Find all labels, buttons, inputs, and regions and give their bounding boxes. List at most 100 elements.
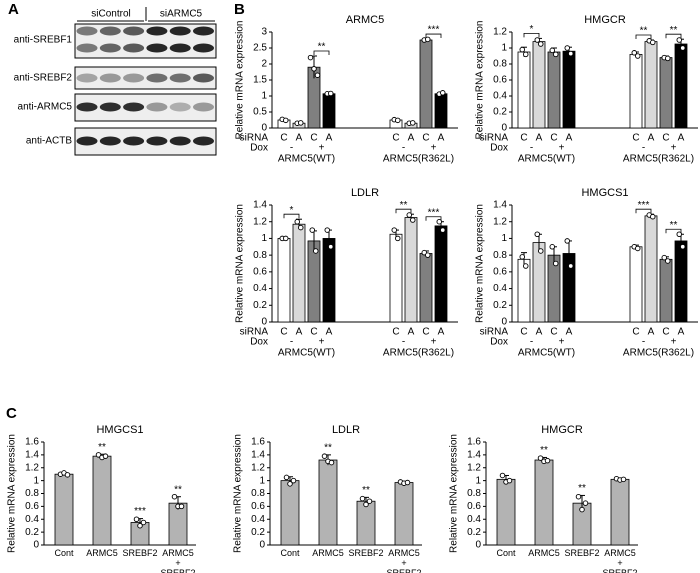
- bar: [394, 482, 414, 546]
- y-axis-label: Relative mRNA expression: [7, 434, 18, 553]
- x-tick-label: C: [310, 327, 317, 338]
- y-tick-label: 0.8: [493, 250, 507, 261]
- data-point: [404, 479, 411, 486]
- data-point: [314, 72, 321, 78]
- x-tick-label: SREBF2: [564, 548, 600, 558]
- data-point: [568, 50, 574, 57]
- significance-bracket: [635, 34, 652, 39]
- y-tick-label: 0.5: [253, 107, 267, 118]
- x-tick-label: C: [632, 327, 639, 338]
- blot-band: [123, 136, 145, 146]
- data-point: [553, 51, 559, 58]
- significance-label: **: [400, 200, 408, 211]
- blot-band: [123, 73, 145, 83]
- dox-label: +: [671, 337, 677, 348]
- data-point: [523, 263, 529, 269]
- blot-band: [99, 136, 121, 146]
- x-tick-label: C: [662, 133, 669, 144]
- data-point: [665, 258, 671, 264]
- significance-label: **: [670, 25, 678, 36]
- y-tick-label: 0: [259, 540, 265, 551]
- bar: [644, 41, 658, 129]
- y-tick-label: 0: [501, 123, 507, 134]
- blot-band: [76, 102, 98, 112]
- data-point: [290, 477, 297, 484]
- data-point: [650, 39, 656, 46]
- data-point: [676, 231, 683, 237]
- row-label: Dox: [250, 337, 268, 348]
- blot-band: [99, 26, 121, 36]
- data-point: [298, 120, 304, 126]
- blot-row-label: anti-ACTB: [26, 136, 72, 147]
- blot-band: [123, 102, 145, 112]
- blot-band: [193, 73, 214, 83]
- y-axis-label: Relative mRNA expression: [449, 434, 460, 553]
- y-tick-label: 0.2: [493, 300, 507, 311]
- y-tick-label: 0: [261, 123, 267, 134]
- y-tick-label: 0.2: [493, 107, 507, 118]
- chart-title: ARMC5: [346, 14, 385, 26]
- data-point: [549, 47, 556, 54]
- data-point: [363, 501, 369, 508]
- blot-band: [193, 26, 214, 36]
- blot-band: [76, 73, 98, 83]
- y-tick-label: 1.2: [467, 462, 481, 473]
- dox-label: +: [559, 337, 565, 348]
- data-point: [506, 477, 513, 484]
- x-tick-label: A: [536, 133, 543, 144]
- data-point: [321, 453, 328, 459]
- significance-label: **: [98, 442, 106, 453]
- y-tick-label: 0.8: [467, 488, 481, 499]
- blot-band: [169, 26, 191, 36]
- dox-label: +: [319, 337, 325, 348]
- data-point: [534, 231, 541, 237]
- data-point: [620, 476, 627, 483]
- y-tick-label: 0.8: [493, 59, 507, 70]
- data-point: [410, 217, 416, 223]
- x-tick-label: A: [648, 133, 655, 144]
- y-axis-label: Relative mRNA expression: [235, 21, 246, 140]
- y-tick-label: 2: [261, 59, 267, 70]
- y-tick-label: 0.4: [253, 283, 267, 294]
- y-tick-label: 1: [33, 475, 39, 486]
- significance-label: **: [324, 443, 332, 454]
- dox-label: +: [431, 337, 437, 348]
- data-point: [366, 498, 373, 504]
- bar: [610, 478, 630, 546]
- panel-label: C: [6, 405, 17, 422]
- bar: [356, 500, 376, 546]
- y-tick-label: 1.2: [25, 462, 39, 473]
- x-tick-label: A: [566, 133, 573, 144]
- y-tick-label: 0.6: [253, 266, 267, 277]
- x-tick-label: Cont: [54, 548, 74, 558]
- bar: [517, 51, 531, 129]
- significance-bracket: [635, 208, 652, 214]
- data-point: [564, 45, 571, 51]
- significance-label: **: [174, 484, 182, 495]
- data-point: [410, 120, 416, 126]
- data-point: [436, 218, 443, 225]
- y-tick-label: 0.4: [493, 91, 507, 102]
- significance-label: **: [362, 485, 370, 496]
- y-tick-label: 0.8: [25, 488, 39, 499]
- significance-label: **: [640, 26, 648, 37]
- panel-label: B: [234, 1, 245, 18]
- y-tick-label: 1: [259, 475, 265, 486]
- x-tick-label: A: [566, 327, 573, 338]
- blot-band: [146, 26, 168, 36]
- x-tick-label: ARMC5: [86, 548, 118, 558]
- row-label: siRNA: [480, 327, 509, 338]
- y-axis-label: Relative mRNA expression: [235, 204, 246, 323]
- data-point: [359, 495, 366, 502]
- data-point: [140, 519, 147, 526]
- x-tick-label: ARMC5: [528, 548, 560, 558]
- data-point: [283, 117, 289, 124]
- blot-band: [193, 102, 214, 112]
- data-point: [544, 457, 551, 464]
- x-tick-label: SREBF2: [122, 548, 158, 558]
- data-point: [440, 227, 446, 233]
- blot-row-label: anti-ARMC5: [18, 102, 73, 113]
- row-label: siRNA: [480, 133, 509, 144]
- bar: [629, 246, 643, 323]
- bar: [659, 258, 673, 323]
